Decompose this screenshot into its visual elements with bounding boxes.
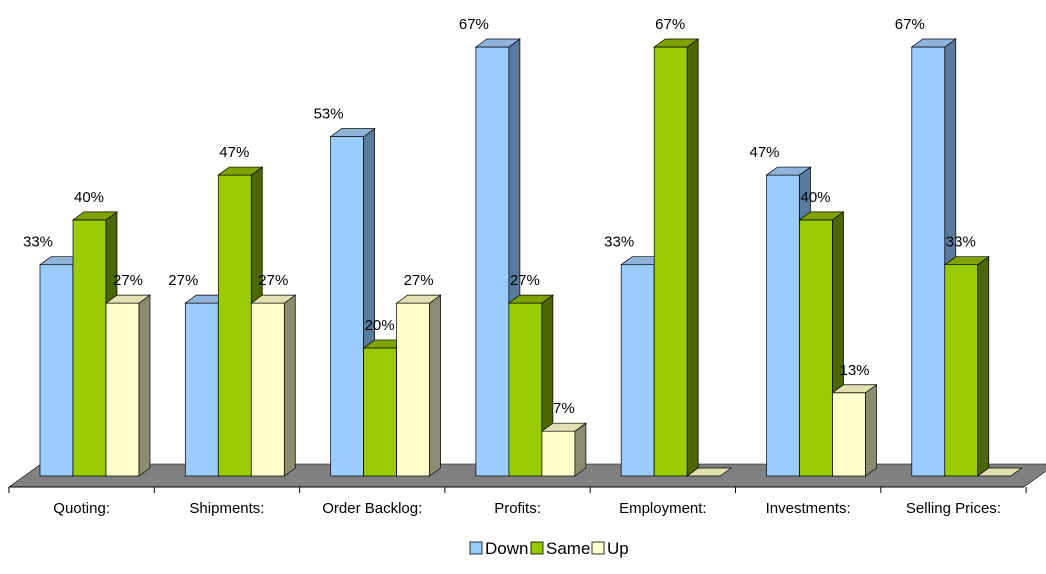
- bar-side: [138, 294, 151, 477]
- data-label-up-order-backlog: 27%: [404, 272, 434, 289]
- data-label-up-profits: 7%: [553, 400, 575, 417]
- data-label-same-order-backlog: 20%: [365, 317, 395, 334]
- bar-up-profits: [540, 422, 587, 477]
- bar-top: [395, 294, 442, 304]
- legend: Down Same Up: [469, 539, 629, 558]
- data-label-same-profits: 27%: [510, 272, 540, 289]
- category-label-order-backlog: Order Backlog:: [322, 500, 422, 517]
- legend-item-up: Up: [591, 539, 629, 558]
- data-label-up-investments: 13%: [839, 362, 869, 379]
- bar-front: [475, 46, 510, 477]
- bar-top: [507, 294, 554, 304]
- data-label-down-employment: 33%: [604, 234, 634, 251]
- bar-front: [766, 174, 800, 477]
- bar-front: [832, 392, 866, 477]
- data-label-same-selling-prices: 33%: [946, 234, 976, 251]
- legend-label-down: Down: [485, 539, 528, 558]
- bar-front: [217, 174, 252, 477]
- bar-side: [977, 256, 990, 477]
- bar-top: [798, 211, 845, 221]
- bar-top: [831, 384, 878, 394]
- bar-top: [329, 128, 376, 137]
- bar-front: [39, 264, 74, 477]
- category-label-selling-prices: Selling Prices:: [906, 500, 1001, 517]
- bar-top: [250, 294, 297, 304]
- data-label-same-employment: 67%: [655, 16, 685, 33]
- data-label-down-shipments: 27%: [168, 272, 198, 289]
- bar-side: [283, 294, 296, 477]
- bar-front: [184, 302, 219, 477]
- legend-item-down: Down: [469, 539, 528, 558]
- data-label-same-quoting: 40%: [74, 189, 104, 206]
- bar-side: [429, 294, 441, 477]
- data-label-same-shipments: 47%: [219, 144, 249, 161]
- data-label-down-profits: 67%: [459, 16, 489, 33]
- bar-top: [943, 256, 990, 266]
- bar-top: [71, 211, 119, 221]
- bars: [38, 38, 1023, 477]
- category-label-employment: Employment:: [619, 500, 707, 517]
- legend-swatch-down: [469, 541, 483, 555]
- bar-up-selling-prices: [976, 467, 1023, 477]
- bar-up-shipments: [250, 294, 297, 477]
- bar-side: [574, 422, 587, 477]
- bar-front: [799, 219, 833, 477]
- bar-front: [653, 46, 688, 477]
- bar-front: [944, 264, 979, 477]
- data-label-same-investments: 40%: [800, 189, 830, 206]
- bar-top: [104, 294, 152, 304]
- bar-up-employment: [686, 467, 733, 477]
- data-label-down-quoting: 33%: [23, 234, 53, 251]
- category-label-shipments: Shipments:: [189, 500, 264, 517]
- bar-front: [396, 302, 430, 477]
- legend-item-same: Same: [530, 539, 590, 558]
- bar-front: [508, 302, 543, 477]
- bar-side: [686, 38, 699, 477]
- legend-swatch-same: [530, 541, 544, 555]
- bar-top: [653, 38, 700, 48]
- bar-front: [620, 264, 655, 477]
- bar-top: [474, 38, 521, 48]
- category-label-investments: Investments:: [766, 500, 851, 517]
- bar-up-order-backlog: [395, 294, 442, 477]
- data-label-up-shipments: 27%: [258, 272, 288, 289]
- bar-front: [330, 136, 364, 477]
- data-label-up-quoting: 27%: [113, 272, 143, 289]
- bar-front: [105, 302, 140, 477]
- bar-top: [540, 422, 587, 432]
- bar-front: [363, 347, 397, 477]
- bar-top: [686, 467, 733, 477]
- bar-side: [865, 384, 877, 477]
- data-label-down-order-backlog: 53%: [314, 106, 344, 123]
- legend-label-same: Same: [546, 539, 590, 558]
- bar-up-quoting: [104, 294, 152, 477]
- data-label-down-selling-prices: 67%: [895, 16, 925, 33]
- bar-up-investments: [831, 384, 878, 477]
- data-label-down-investments: 47%: [749, 144, 779, 161]
- bar-front: [541, 430, 576, 477]
- bar-front: [72, 219, 107, 477]
- category-label-profits: Profits:: [494, 500, 541, 517]
- x-axis: Quoting: Shipments: Order Backlog: Profits:…: [8, 486, 1027, 517]
- bar-top: [217, 166, 264, 176]
- bar-top: [976, 467, 1023, 477]
- legend-swatch-up: [591, 541, 605, 555]
- bar-front: [250, 302, 285, 477]
- data-labels: 33% 40% 27% 27% 47% 27% 53% 20% 27% 67% 27% 7% 33% 67…: [23, 16, 976, 417]
- bar-top: [910, 38, 957, 48]
- legend-label-up: Up: [607, 539, 629, 558]
- bar-same-employment: [653, 38, 700, 477]
- bar-top: [765, 166, 812, 176]
- category-label-quoting: Quoting:: [53, 500, 110, 517]
- bar-same-selling-prices: [943, 256, 990, 477]
- bar-front: [911, 46, 946, 477]
